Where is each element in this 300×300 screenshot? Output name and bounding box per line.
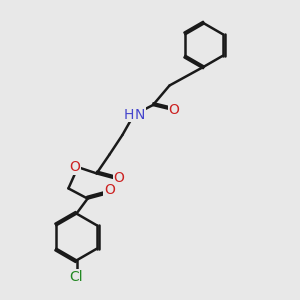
Text: H: H (124, 108, 134, 122)
Text: Cl: Cl (70, 270, 83, 284)
Text: O: O (114, 172, 124, 185)
Text: O: O (70, 160, 80, 174)
Text: O: O (104, 184, 115, 197)
Text: O: O (169, 103, 179, 116)
Text: N: N (135, 108, 145, 122)
